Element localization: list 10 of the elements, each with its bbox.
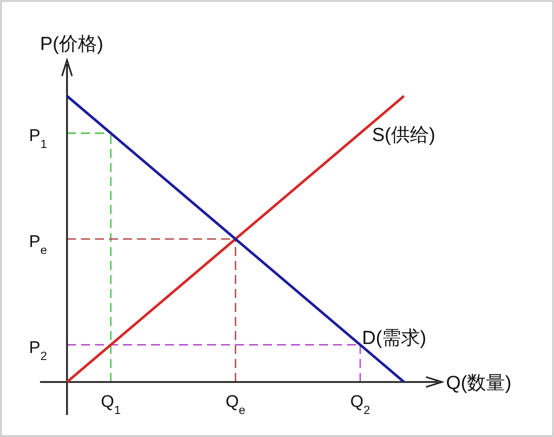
y-axis-title: P(价格) bbox=[40, 34, 104, 55]
text: Q$_{2}$ bbox=[350, 392, 370, 417]
series-label: S(供给) bbox=[372, 125, 436, 146]
ref-line-label: P$_{2}$ bbox=[29, 338, 48, 363]
text: Q$_{e}$ bbox=[226, 392, 246, 417]
ref-line-label: P$_{1}$ bbox=[29, 126, 48, 152]
text: Q$_{1}$ bbox=[100, 392, 122, 417]
series-label: D(需求) bbox=[362, 328, 426, 349]
x-axis-title: Q(数量) bbox=[446, 373, 512, 394]
ref-line-label: P$_{e}$ bbox=[29, 232, 48, 257]
